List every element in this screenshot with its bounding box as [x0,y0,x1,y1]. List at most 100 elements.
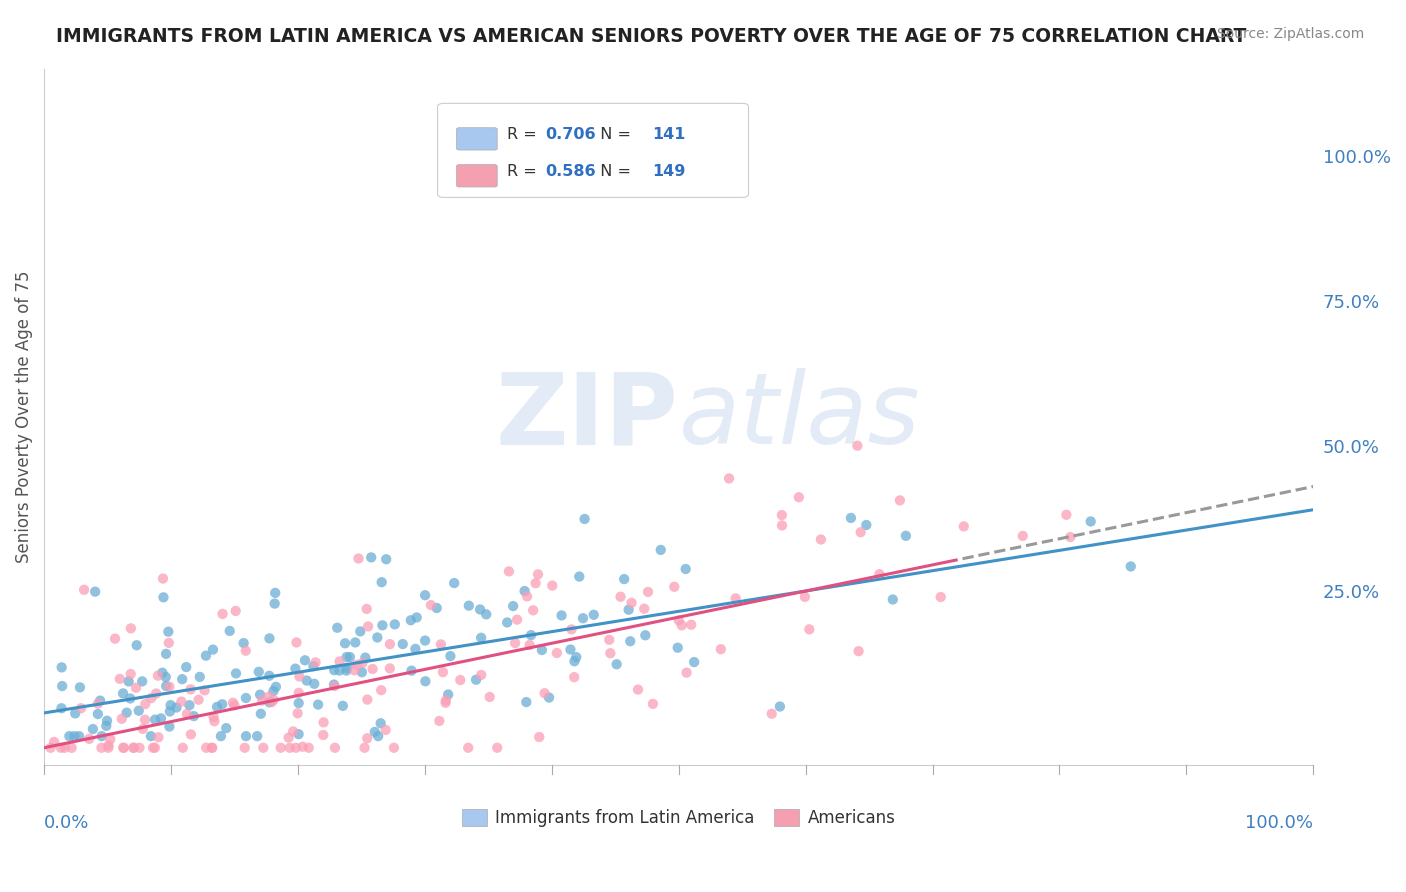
Point [60,740,83,755]
Point [225,666,247,681]
Point [520,628,543,642]
Point [155,679,177,693]
Point [620,596,643,610]
Point [259,695,281,709]
Point [287,706,309,721]
Point [470,668,492,682]
Point [97,740,120,755]
Point [343,663,366,677]
Point [849,525,872,540]
Point [401,664,423,678]
Point [295,673,318,688]
Point [157,680,180,694]
Point [283,724,305,739]
Point [1059,530,1081,544]
Point [378,637,401,651]
Point [84,584,107,599]
Point [291,739,314,754]
Point [848,644,870,658]
Text: N =: N = [591,164,636,179]
Point [211,697,233,711]
Text: N =: N = [591,128,636,142]
Point [346,657,368,672]
Point [336,661,359,675]
Point [235,644,257,658]
Point [564,654,586,668]
Point [550,608,572,623]
Point [215,721,238,735]
Point [307,698,329,712]
Point [157,636,180,650]
Point [134,697,156,711]
Point [609,590,631,604]
Point [356,692,378,706]
Text: 141: 141 [652,128,685,142]
Point [263,597,285,611]
Point [606,657,628,672]
Point [58,729,80,743]
Point [246,729,269,743]
Point [769,699,792,714]
Point [250,706,273,721]
Point [430,637,453,651]
Point [288,669,311,683]
Point [710,642,733,657]
Point [202,710,225,724]
Point [449,673,471,687]
Point [263,684,285,698]
Point [77,731,100,746]
Point [787,490,810,504]
Point [264,586,287,600]
Point [354,650,377,665]
Point [378,661,401,675]
Point [810,533,832,547]
Point [69,681,91,695]
Point [260,695,283,709]
Point [183,709,205,723]
Point [73,582,96,597]
Point [370,575,392,590]
Point [285,635,308,649]
Point [235,691,257,706]
Point [717,471,740,485]
Point [323,663,346,677]
Point [120,691,142,706]
Point [222,696,245,710]
Point [128,704,150,718]
Point [426,601,449,615]
Point [159,705,181,719]
Point [180,682,202,697]
Point [952,519,974,533]
Point [360,550,382,565]
Point [375,552,398,566]
Point [617,603,640,617]
Point [139,729,162,743]
Point [664,580,686,594]
Point [298,740,321,755]
Point [356,731,378,746]
Point [457,740,479,755]
Point [225,604,247,618]
Point [252,740,274,755]
Point [434,696,457,710]
Point [326,621,349,635]
Point [650,542,672,557]
Point [329,654,352,668]
Point [347,551,370,566]
Point [498,565,520,579]
Point [51,701,73,715]
Point [302,659,325,673]
Point [188,670,211,684]
Point [641,697,664,711]
Point [170,694,193,708]
Point [195,740,218,755]
Point [515,695,537,709]
Point [323,679,346,693]
Point [218,624,240,638]
Point [361,662,384,676]
Point [353,740,375,755]
Point [120,621,142,635]
Point [323,740,346,755]
Point [619,634,641,648]
Point [496,615,519,630]
